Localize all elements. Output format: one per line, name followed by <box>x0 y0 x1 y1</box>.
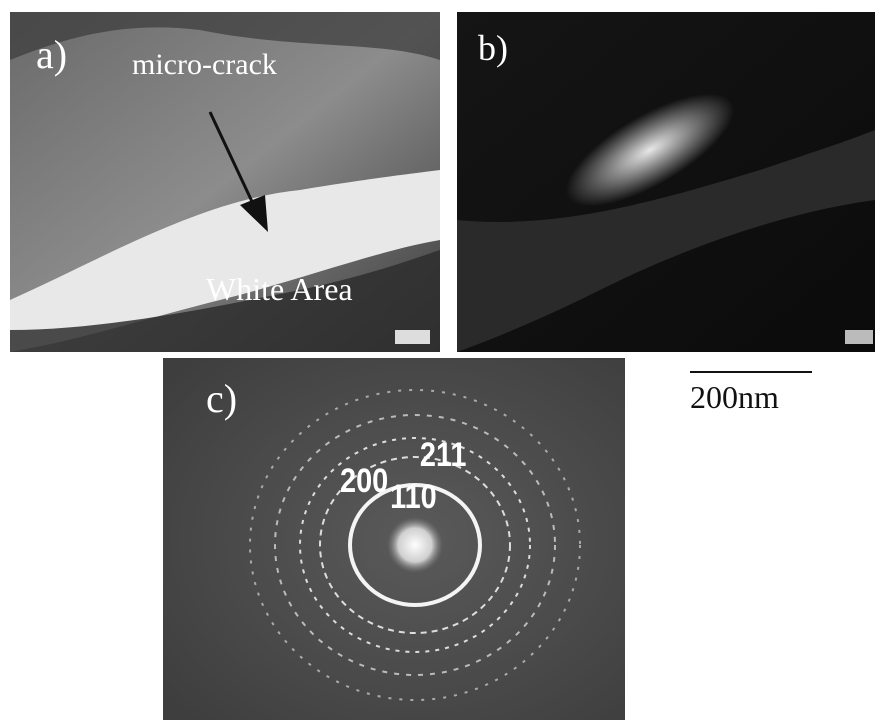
central-spot <box>387 517 443 573</box>
miller-index: 110 <box>390 477 437 516</box>
scale-label: 200nm <box>690 379 779 415</box>
panel-label: a) <box>36 32 67 77</box>
miller-index: 211 <box>420 435 467 474</box>
panel-b: b) <box>457 12 875 352</box>
scale-marker <box>395 330 430 344</box>
annotation: micro-crack <box>132 48 277 81</box>
annotation: White Area <box>206 271 353 307</box>
panel-a: a) micro-crack White Area <box>10 12 440 352</box>
figure: a) micro-crack White Area b) c) 200 110 … <box>0 0 875 720</box>
panel-label: b) <box>478 28 508 68</box>
miller-index: 200 <box>340 461 388 500</box>
scale-marker <box>845 330 873 344</box>
panel-label: c) <box>206 376 237 421</box>
scale-bar: 200nm <box>690 372 812 415</box>
panel-c: c) 200 110 211 <box>163 358 625 720</box>
